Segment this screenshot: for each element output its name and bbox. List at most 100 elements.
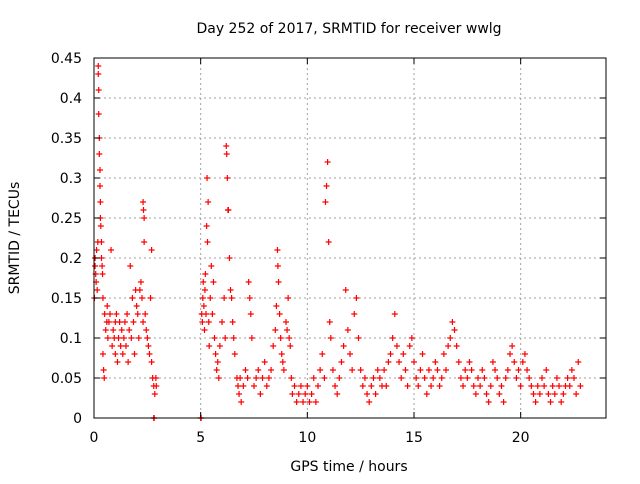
data-point [468,367,475,373]
data-point [560,391,567,397]
data-point [415,383,422,389]
data-point [334,391,341,397]
data-point [110,327,117,333]
data-point [238,399,245,405]
data-point [240,383,247,389]
data-point [253,375,260,381]
data-point [130,319,137,325]
data-point [99,295,106,301]
data-point [148,247,155,253]
data-point [147,295,154,301]
data-point [259,375,266,381]
data-point [451,327,458,333]
data-point [129,295,136,301]
data-point [402,367,409,373]
data-point [443,367,449,373]
data-point [558,399,565,405]
data-point [242,367,249,373]
data-point [203,223,210,229]
data-point [126,327,133,333]
data-point [200,279,207,285]
data-point [329,367,336,373]
data-point [229,319,236,325]
data-point [257,391,264,397]
data-point [530,391,537,397]
data-point [357,367,364,373]
data-point [543,367,550,373]
data-point [124,311,131,317]
data-point [142,311,149,317]
data-point [270,343,277,349]
data-point [97,223,104,229]
data-point [255,367,262,373]
data-point [564,375,571,381]
data-point [302,391,309,397]
data-point [140,199,147,205]
data-point [515,367,522,373]
data-point [347,351,353,357]
x-tick-label: 0 [90,430,99,446]
x-tick-label: 5 [196,430,205,446]
data-point [283,319,289,325]
data-point [477,383,484,389]
data-point [324,159,331,165]
data-point [517,383,524,389]
data-point [509,343,516,349]
data-point [148,359,155,365]
y-tick-label: 0.25 [51,211,82,227]
data-point [237,375,244,381]
data-point [553,375,560,381]
data-point [393,343,400,349]
data-point [323,183,330,189]
data-point [128,335,135,341]
data-point [104,335,111,341]
data-point [462,367,469,373]
data-point [261,359,268,365]
y-tick-label: 0.45 [51,51,82,67]
data-point [116,319,123,325]
y-ticks: 0 0.05 0.1 0.15 0.2 0.25 0.3 0.35 0.4 0.45 [51,51,606,427]
data-point [389,335,396,341]
data-point [374,367,381,373]
data-point [224,175,231,181]
data-point [92,263,99,269]
data-point [101,311,108,317]
data-point [93,247,100,253]
data-point [199,319,206,325]
data-point [376,375,383,381]
y-axis-label: SRMTID / TECUs [7,182,23,295]
data-point [210,279,217,285]
data-point [223,143,230,149]
data-point [280,367,287,373]
data-point [134,311,141,317]
data-point [539,375,545,381]
data-point [466,359,473,365]
data-point [534,383,541,389]
data-point [99,271,106,277]
data-point [140,207,147,213]
data-point [536,391,543,397]
data-point [325,239,332,245]
data-point [317,367,324,373]
data-point [245,279,252,285]
data-point [278,351,285,357]
data-point [107,311,113,317]
data-point [152,375,159,381]
data-point [265,375,272,381]
data-point [97,199,104,205]
data-point [145,343,152,349]
data-point [494,375,501,381]
data-point [268,367,275,373]
plot-border [93,57,607,419]
data-point [351,311,358,317]
data-point [353,295,360,301]
data-point [251,383,257,389]
data-point [273,303,280,309]
data-point [370,375,377,381]
data-point [230,335,237,341]
data-point [272,327,279,333]
data-point [571,375,577,381]
data-point [263,383,270,389]
data-point [285,295,292,301]
data-point [400,351,407,357]
